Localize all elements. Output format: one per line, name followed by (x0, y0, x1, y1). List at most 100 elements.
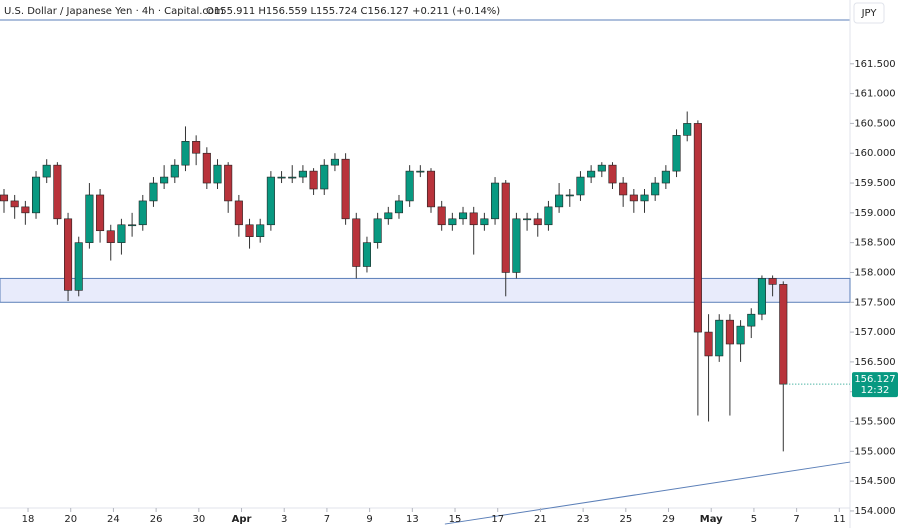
candle-body (757, 278, 766, 315)
candle-body (747, 313, 756, 327)
candle-body (469, 212, 478, 226)
candle-body (576, 176, 585, 196)
candle-body (394, 200, 404, 214)
candle-body (266, 176, 275, 226)
x-tick-label: 20 (64, 514, 77, 525)
candle-body (256, 224, 265, 237)
x-tick-label: 30 (192, 514, 205, 525)
candle-body (533, 218, 542, 226)
price-tag-countdown: 12:32 (861, 385, 890, 396)
candle-body (779, 284, 788, 385)
candle-body (64, 218, 73, 291)
y-tick-label: 154.500 (854, 476, 895, 487)
x-tick-label: 11 (833, 514, 846, 525)
candle-body (629, 194, 638, 202)
y-tick-label: 158.000 (854, 267, 895, 278)
y-tick-label: 154.000 (854, 506, 895, 517)
candle-body (138, 200, 147, 226)
candle-body (565, 194, 574, 197)
candle-body (21, 206, 30, 214)
x-tick-label: 9 (366, 514, 372, 525)
x-tick-label: 13 (406, 514, 419, 525)
candle-body (341, 158, 350, 220)
y-tick-label: 157.500 (854, 297, 895, 308)
candle-body (704, 331, 713, 357)
x-tick-label: 18 (22, 514, 35, 525)
y-tick-label: 160.500 (854, 118, 895, 129)
candle-body (458, 212, 468, 220)
candle-body (106, 230, 115, 243)
price-tag (852, 372, 898, 398)
candle-body (768, 278, 777, 285)
ohlc-legend: O155.911 H156.559 L155.724 C156.127 +0.2… (206, 6, 500, 17)
candle-body (715, 319, 724, 357)
currency-label[interactable]: JPY (861, 8, 878, 19)
y-tick-label: 159.500 (854, 178, 895, 189)
candle-body (501, 182, 510, 273)
candle-body (544, 206, 553, 226)
candle-body (725, 319, 734, 345)
candle-body (352, 218, 361, 267)
x-tick-label: 24 (107, 514, 120, 525)
trendline (444, 461, 851, 525)
candle-body (555, 194, 564, 208)
candle-body (202, 152, 211, 184)
candle-body (661, 170, 670, 184)
candle-body (85, 194, 94, 243)
candle-body (213, 164, 222, 184)
candle-body (416, 170, 425, 173)
y-tick-label: 161.500 (854, 59, 895, 70)
currency-badge[interactable] (853, 2, 885, 24)
candle-body (384, 212, 393, 220)
y-tick-label: 157.000 (854, 327, 895, 338)
candle-body (320, 164, 329, 190)
y-tick-label: 156.500 (854, 357, 895, 368)
candle-body (160, 176, 169, 184)
x-tick-label: 23 (577, 514, 590, 525)
y-tick-label: 161.000 (854, 89, 895, 100)
x-tick-label: 29 (662, 514, 675, 525)
candle-body (0, 194, 9, 202)
candle-body (491, 182, 500, 220)
candle-body (373, 218, 382, 243)
candle-body (117, 224, 126, 243)
x-tick-label: 7 (793, 514, 799, 525)
x-tick-label: Apr (232, 514, 252, 525)
candle-body (53, 164, 62, 220)
candle-body (523, 218, 532, 221)
candle-body (149, 182, 158, 202)
candle-body (683, 123, 692, 136)
candle-body (608, 164, 617, 184)
x-tick-label: 5 (751, 514, 757, 525)
x-tick-label: 7 (324, 514, 330, 525)
candle-body (640, 194, 649, 202)
candle-body (42, 164, 51, 178)
y-tick-label: 160.000 (854, 148, 895, 159)
candle-body (288, 176, 297, 179)
y-tick-label: 158.500 (854, 238, 895, 249)
x-tick-label: 3 (281, 514, 287, 525)
price-tag-value: 156.127 (854, 374, 895, 385)
candle-body (651, 182, 660, 196)
candle-body (480, 218, 489, 226)
candle-body (298, 170, 307, 178)
candle-body (224, 164, 233, 202)
candle-body (437, 206, 446, 226)
x-tick-label: 15 (449, 514, 462, 525)
candle-body (736, 325, 745, 345)
candle-body (192, 141, 201, 154)
plot (0, 111, 851, 525)
candle-body (330, 158, 339, 166)
candle-body (672, 135, 681, 172)
candle-body (31, 176, 41, 214)
candle-body (405, 170, 414, 202)
candle-body (309, 170, 318, 190)
candle-body (245, 224, 254, 237)
candle-body (170, 164, 179, 178)
candle-body (277, 176, 286, 179)
candle-body (426, 170, 436, 208)
support-zone (0, 277, 851, 303)
candle-body (597, 164, 606, 172)
